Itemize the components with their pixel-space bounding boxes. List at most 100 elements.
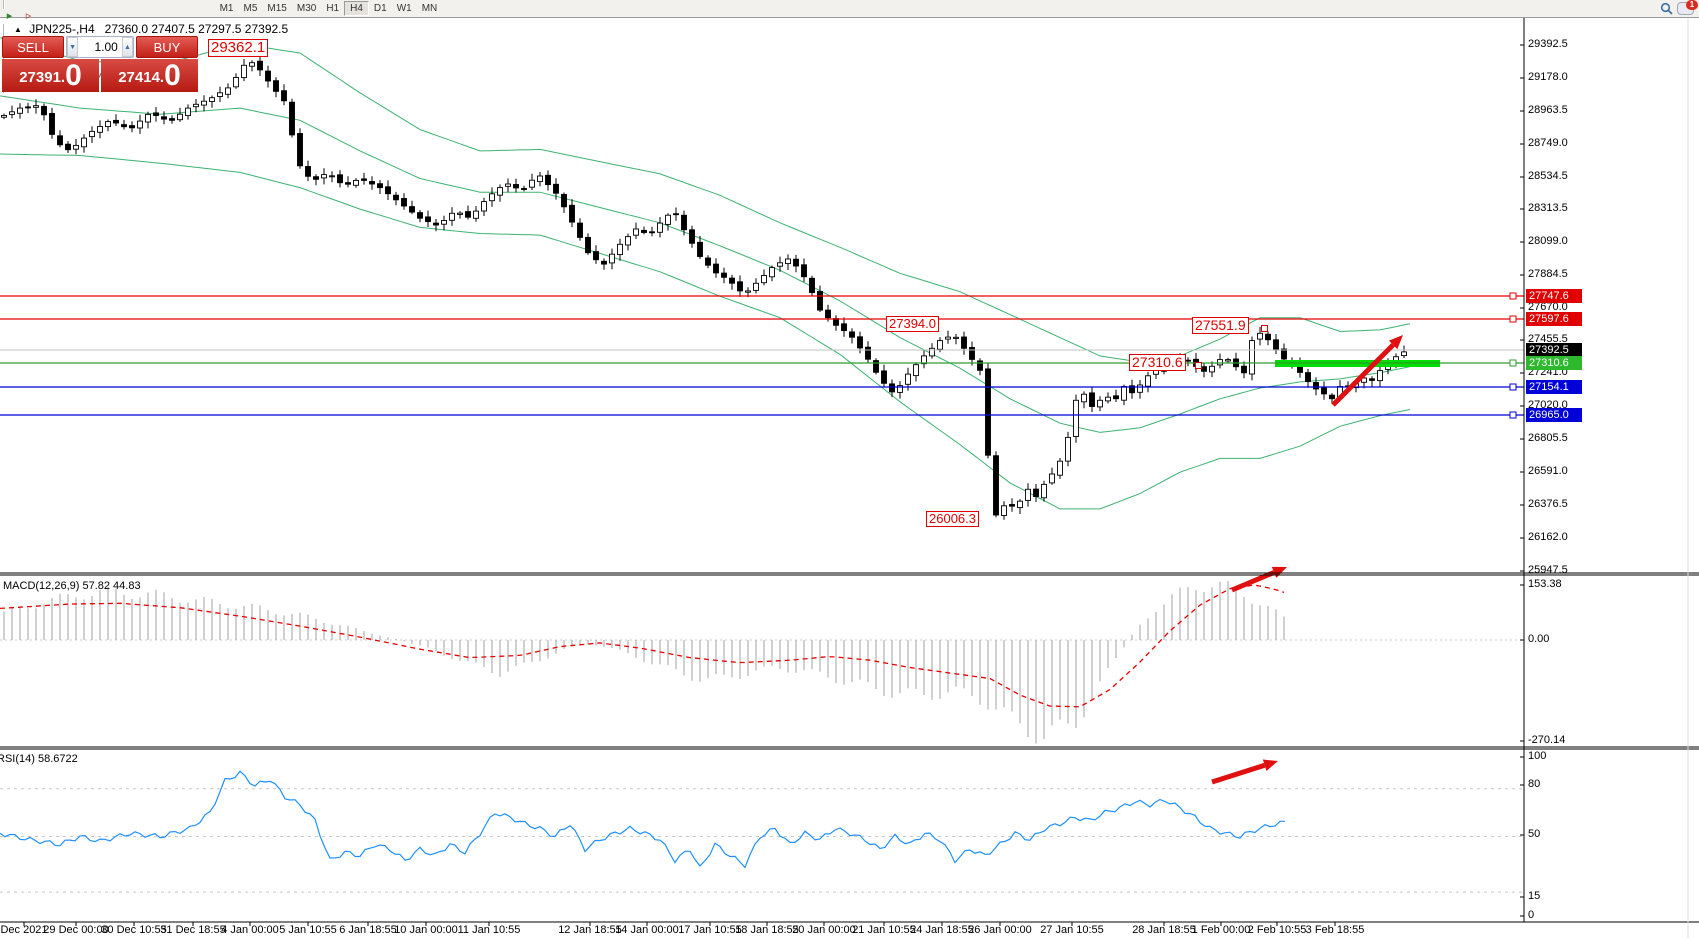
timeframe-button-D1[interactable]: D1: [373, 3, 387, 14]
one-click-trading-panel: SELL ▼ ▲ BUY 27391.0 27414.0: [2, 36, 198, 92]
timeframe-toolbar: M1 M5 M15 M30 H1 H4 D1 W1 MN: [215, 1, 443, 16]
timeframe-button-M1[interactable]: M1: [219, 3, 234, 14]
buy-price[interactable]: 27414. 0: [101, 59, 198, 92]
bollinger-middle-band: [0, 95, 1411, 433]
volume-down-button[interactable]: ▼: [67, 37, 79, 57]
time-tick-label: 31 Dec 18:55: [160, 924, 226, 936]
macd-tick-label: -270.14: [1528, 734, 1566, 746]
volume-up-button[interactable]: ▲: [121, 37, 133, 57]
toolbar-separator: [3, 0, 5, 9]
auto-scroll-icon: ▸: [6, 9, 13, 22]
time-tick-label: 3 Feb 18:55: [1305, 924, 1365, 936]
macd-label: MACD(12,26,9) 57.82 44.83: [3, 580, 141, 592]
buy-price-big: 0: [164, 59, 181, 92]
price-tick-label: 28749.0: [1528, 137, 1568, 149]
trend-arrow-main[interactable]: [1331, 343, 1395, 407]
rsi-tick-label: 100: [1528, 750, 1547, 762]
notification-badge: 1: [1686, 0, 1698, 10]
quick-nav-icon[interactable]: ▲: [14, 25, 22, 34]
notifications-icon[interactable]: 1: [1676, 0, 1698, 16]
trend-arrow-head: [1262, 759, 1278, 771]
level-line-handle[interactable]: [1509, 411, 1517, 419]
timeframe-button-M5[interactable]: M5: [243, 3, 258, 14]
rsi-label: RSI(14) 58.6722: [0, 753, 78, 765]
time-tick-label: 2 Feb 10:55: [1247, 924, 1307, 936]
search-icon[interactable]: [1657, 1, 1676, 16]
price-badge-27747.6: 27747.6: [1526, 289, 1582, 303]
price-badge-27154.1: 27154.1: [1526, 380, 1582, 394]
timeframe-button-M30[interactable]: M30: [296, 3, 317, 14]
symbol-period: JPN225-,H4: [29, 22, 95, 36]
time-tick-label: 18 Jan 18:55: [735, 924, 799, 936]
time-tick-label: 6 Jan 18:55: [339, 924, 397, 936]
chart-shift-icon[interactable]: ▹: [19, 9, 38, 24]
time-tick-label: 11 Jan 10:55: [457, 924, 521, 936]
price-callout-27551.9[interactable]: 27551.9: [1192, 317, 1249, 334]
price-tick-label: 27884.5: [1528, 268, 1568, 280]
price-callout-27310.6[interactable]: 27310.6: [1129, 354, 1186, 371]
macd-tick-label: 0.00: [1528, 633, 1550, 645]
sell-price-dot: .: [60, 69, 66, 86]
price-tick-label: 25947.5: [1528, 564, 1568, 576]
rsi-tick-label: 50: [1528, 828, 1541, 840]
price-badge-26965.0: 26965.0: [1526, 408, 1582, 422]
level-line-handle[interactable]: [1509, 315, 1517, 323]
time-tick-label: 30 Dec 10:55: [101, 924, 167, 936]
auto-scroll-icon[interactable]: ▸: [0, 9, 19, 24]
volume-input[interactable]: [78, 37, 122, 57]
time-tick-label: 14 Jan 00:00: [615, 924, 679, 936]
sell-price-small: 27391: [19, 69, 61, 86]
price-tick-label: 26805.5: [1528, 432, 1568, 444]
trend-arrow-rsi[interactable]: [1211, 762, 1266, 785]
price-tick-label: 26591.0: [1528, 465, 1568, 477]
rsi-tick-label: 0: [1528, 909, 1535, 921]
ohlc-values: 27360.0 27407.5 27297.5 27392.5: [104, 22, 289, 36]
level-line-handle[interactable]: [1509, 383, 1517, 391]
time-tick-label: 24 Jan 18:55: [910, 924, 974, 936]
time-tick-label: 5 Jan 10:55: [279, 924, 337, 936]
candlesticks: [1, 55, 1407, 520]
time-tick-label: Dec 2021: [0, 924, 48, 936]
price-tick-label: 29392.5: [1528, 38, 1568, 50]
level-line-handle[interactable]: [1509, 359, 1517, 367]
buy-price-small: 27414: [118, 69, 160, 86]
buy-price-dot: .: [159, 69, 165, 86]
timeframe-button-H1[interactable]: H1: [326, 3, 340, 14]
rsi-line: [0, 770, 1285, 869]
price-callout-27394.0[interactable]: 27394.0: [886, 316, 939, 332]
timeframe-button-H4[interactable]: H4: [344, 1, 369, 16]
main-toolbar: ◧⊞New Order◆▦◉●AutoTrading▥▯∿⊕⊖◫▸▹+▾◔▾▤▾…: [0, 0, 1699, 93]
time-tick-label: 28 Jan 18:55: [1132, 924, 1196, 936]
sell-button[interactable]: SELL: [2, 36, 64, 58]
macd-signal-line: [0, 584, 1285, 708]
sell-price[interactable]: 27391. 0: [2, 59, 99, 92]
price-callout-26006.3[interactable]: 26006.3: [926, 511, 979, 527]
price-callout-29362.1[interactable]: 29362.1: [208, 39, 269, 57]
time-tick-label: 29 Dec 00:00: [43, 924, 109, 936]
rsi-tick-label: 80: [1528, 778, 1541, 790]
price-badge-27392.5: 27392.5: [1526, 343, 1582, 357]
sell-price-big: 0: [65, 59, 82, 92]
toolbar-right: 1: [1657, 0, 1698, 16]
price-tick-label: 28534.5: [1528, 170, 1568, 182]
main-chart-pane: [0, 37, 1440, 520]
price-tick-label: 28099.0: [1528, 235, 1568, 247]
time-tick-label: 27 Jan 10:55: [1040, 924, 1104, 936]
time-tick-label: 20 Jan 00:00: [792, 924, 856, 936]
price-badge-27597.6: 27597.6: [1526, 312, 1582, 326]
buy-button[interactable]: BUY: [136, 36, 198, 58]
time-tick-label: 10 Jan 00:00: [394, 924, 458, 936]
price-tick-label: 28963.5: [1528, 104, 1568, 116]
level-line-handle[interactable]: [1509, 292, 1517, 300]
price-tick-label: 27455.5: [1528, 333, 1568, 345]
timeframe-button-M15[interactable]: M15: [267, 3, 287, 14]
price-tick-label: 27670.0: [1528, 301, 1568, 313]
callout-handle: [1195, 362, 1202, 369]
time-tick-label: 1 Feb 00:00: [1191, 924, 1251, 936]
timeframe-button-MN[interactable]: MN: [421, 3, 438, 14]
toolbar-separator: [3, 51, 5, 65]
price-tick-label: 26162.0: [1528, 531, 1568, 543]
timeframe-button-W1[interactable]: W1: [396, 3, 412, 14]
